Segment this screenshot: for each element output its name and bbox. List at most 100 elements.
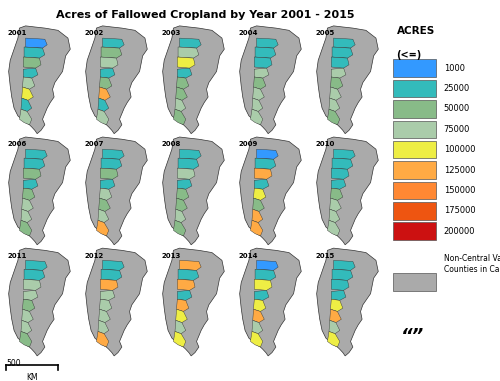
Polygon shape	[8, 248, 70, 356]
Polygon shape	[176, 87, 188, 100]
Polygon shape	[100, 188, 112, 200]
Polygon shape	[330, 188, 343, 200]
Polygon shape	[175, 320, 186, 334]
Polygon shape	[178, 168, 195, 179]
Polygon shape	[332, 168, 349, 179]
Polygon shape	[178, 179, 192, 189]
Polygon shape	[178, 57, 195, 68]
Polygon shape	[254, 168, 272, 179]
Polygon shape	[180, 149, 201, 159]
Polygon shape	[250, 331, 263, 347]
Polygon shape	[255, 158, 276, 169]
Polygon shape	[254, 188, 266, 200]
Polygon shape	[86, 137, 148, 245]
Polygon shape	[100, 290, 115, 300]
Polygon shape	[334, 260, 355, 271]
Polygon shape	[329, 98, 340, 111]
Text: ACRES: ACRES	[396, 26, 435, 36]
Polygon shape	[252, 209, 263, 223]
Polygon shape	[22, 77, 35, 89]
Polygon shape	[332, 158, 353, 169]
Text: Acres of Fallowed Cropland by Year 2001 - 2015: Acres of Fallowed Cropland by Year 2001 …	[56, 10, 354, 19]
Polygon shape	[20, 331, 32, 347]
Polygon shape	[316, 248, 378, 356]
Text: 2003: 2003	[161, 30, 180, 36]
Text: 2011: 2011	[7, 253, 26, 259]
Text: 125000: 125000	[444, 165, 475, 174]
Polygon shape	[180, 38, 201, 48]
Text: (<=): (<=)	[396, 50, 422, 60]
Text: 2005: 2005	[315, 30, 334, 36]
Polygon shape	[178, 68, 192, 78]
Polygon shape	[86, 26, 148, 134]
Polygon shape	[254, 179, 269, 189]
Polygon shape	[20, 109, 32, 125]
Polygon shape	[334, 149, 355, 159]
Text: 2007: 2007	[84, 141, 103, 147]
Polygon shape	[21, 98, 32, 111]
Polygon shape	[330, 77, 343, 89]
Polygon shape	[330, 87, 342, 100]
Polygon shape	[22, 188, 35, 200]
Text: 2009: 2009	[238, 141, 258, 147]
Polygon shape	[174, 331, 186, 347]
Polygon shape	[96, 220, 109, 236]
Polygon shape	[332, 269, 353, 280]
Polygon shape	[252, 87, 264, 100]
Bar	[393, 59, 436, 77]
Text: 500: 500	[6, 359, 21, 368]
Polygon shape	[176, 188, 189, 200]
Polygon shape	[176, 198, 188, 211]
Text: 2014: 2014	[238, 253, 258, 259]
Text: KM: KM	[26, 373, 38, 381]
Polygon shape	[254, 279, 272, 290]
Polygon shape	[26, 38, 47, 48]
Polygon shape	[22, 198, 34, 211]
Polygon shape	[332, 179, 346, 189]
Polygon shape	[240, 137, 302, 245]
Polygon shape	[176, 299, 189, 311]
Polygon shape	[250, 109, 263, 125]
Bar	[393, 120, 436, 138]
Polygon shape	[176, 77, 189, 89]
Polygon shape	[99, 198, 110, 211]
Polygon shape	[178, 290, 192, 300]
Bar	[393, 222, 436, 240]
Polygon shape	[100, 299, 112, 311]
Polygon shape	[254, 77, 266, 89]
Polygon shape	[256, 149, 278, 159]
Polygon shape	[328, 331, 340, 347]
Text: 2004: 2004	[238, 30, 258, 36]
Text: 25000: 25000	[444, 84, 470, 93]
Polygon shape	[102, 149, 124, 159]
Polygon shape	[100, 179, 115, 189]
Polygon shape	[8, 137, 70, 245]
Polygon shape	[330, 309, 342, 323]
Polygon shape	[100, 77, 112, 89]
Bar	[393, 80, 436, 98]
Polygon shape	[332, 47, 353, 58]
Polygon shape	[162, 137, 224, 245]
Polygon shape	[175, 98, 186, 111]
Polygon shape	[178, 47, 199, 58]
Polygon shape	[178, 269, 199, 280]
Polygon shape	[24, 57, 41, 68]
Polygon shape	[24, 47, 45, 58]
Polygon shape	[24, 290, 38, 300]
Text: 175000: 175000	[444, 206, 476, 215]
Polygon shape	[100, 279, 118, 290]
Text: “”: “”	[401, 327, 424, 345]
Bar	[393, 100, 436, 118]
Text: 2006: 2006	[7, 141, 26, 147]
Polygon shape	[22, 309, 34, 323]
Polygon shape	[255, 269, 276, 280]
Polygon shape	[330, 198, 342, 211]
Polygon shape	[316, 26, 378, 134]
Polygon shape	[98, 209, 109, 223]
Polygon shape	[328, 220, 340, 236]
Bar	[393, 273, 436, 291]
Polygon shape	[254, 57, 272, 68]
Polygon shape	[100, 168, 118, 179]
Polygon shape	[255, 47, 276, 58]
Polygon shape	[26, 260, 47, 271]
